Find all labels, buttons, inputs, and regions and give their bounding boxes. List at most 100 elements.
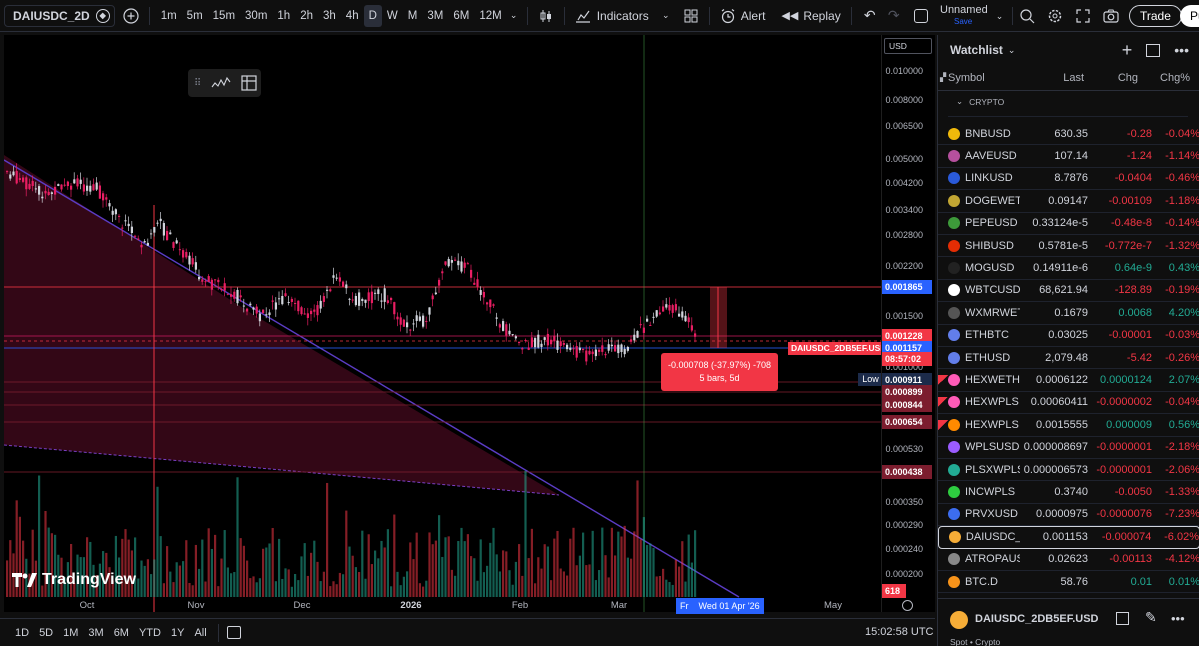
flag-marker[interactable]: [938, 235, 948, 257]
redo-icon[interactable]: ↷: [887, 7, 900, 23]
range-3m[interactable]: 3M: [88, 626, 104, 639]
flag-marker[interactable]: [938, 481, 948, 503]
watchlist-row[interactable]: DOGEWETH 0.09147 -0.00109 -1.18%: [938, 190, 1199, 213]
symbol-badge-icon[interactable]: ◆: [95, 8, 110, 23]
col-chg[interactable]: Chg: [1117, 71, 1138, 84]
watchlist-row[interactable]: AAVEUSD 107.14 -1.24 -1.14%: [938, 145, 1199, 168]
flag-marker[interactable]: [939, 526, 949, 548]
publish-button[interactable]: Pu: [1180, 5, 1199, 27]
flag-marker[interactable]: [938, 324, 948, 346]
watchlist-row[interactable]: BNBUSD 630.35 -0.28 -0.04%: [938, 123, 1199, 146]
grid-tool-icon[interactable]: [241, 75, 257, 91]
flag-marker[interactable]: [938, 571, 948, 593]
flag-marker[interactable]: [938, 123, 948, 145]
range-all[interactable]: All: [194, 626, 207, 639]
range-6m[interactable]: 6M: [113, 626, 129, 639]
price-chart[interactable]: [4, 35, 881, 612]
flag-marker[interactable]: [938, 375, 948, 386]
gear-icon[interactable]: [1043, 4, 1067, 28]
flag-marker[interactable]: [938, 419, 948, 430]
interval-2h[interactable]: 2h: [300, 9, 313, 22]
undo-icon[interactable]: ↶: [863, 7, 876, 23]
interval-3h[interactable]: 3h: [323, 9, 336, 22]
range-1m[interactable]: 1M: [63, 626, 79, 639]
watchlist-row[interactable]: WBTCUSDC 68,621.94 -128.89 -0.19%: [938, 280, 1199, 303]
chevron-down-icon[interactable]: ⌄: [661, 10, 670, 20]
chevron-down-icon[interactable]: ⌄: [995, 10, 1004, 21]
flag-marker[interactable]: [938, 436, 948, 458]
interval-4h[interactable]: 4h: [345, 9, 359, 22]
layouts-grid-icon[interactable]: [679, 4, 703, 28]
watchlist-row[interactable]: INCWPLS 0.3740 -0.0050 -1.33%: [938, 481, 1199, 504]
interval-12m[interactable]: 12M: [479, 9, 502, 22]
table-view-icon[interactable]: [1146, 43, 1161, 57]
search-icon[interactable]: [1015, 4, 1039, 28]
interval-3m[interactable]: 3M: [427, 9, 444, 22]
flag-marker[interactable]: [938, 190, 948, 212]
range-ytd[interactable]: YTD: [138, 626, 161, 639]
watchlist-row[interactable]: ETHBTC 0.03025 -0.00001 -0.03%: [938, 325, 1199, 347]
interval-15m[interactable]: 15m: [212, 9, 236, 22]
watchlist-row[interactable]: LINKUSD 8.7876 -0.0404 -0.46%: [938, 168, 1199, 191]
range-5d[interactable]: 5D: [39, 626, 54, 639]
chevron-down-icon[interactable]: ⌄: [1007, 44, 1016, 55]
layout-menu[interactable]: Unnamed Save ⌄: [914, 0, 1003, 32]
flag-marker[interactable]: [938, 347, 948, 369]
more-options-icon[interactable]: •••: [1174, 42, 1189, 58]
chart-pane[interactable]: ⠿ -0.000708 (-37.97%) -708 5 bars, 5d Lo…: [4, 35, 881, 612]
interval-5m[interactable]: 5m: [186, 9, 203, 22]
replay-button[interactable]: ◀◀ Replay: [777, 0, 844, 32]
interval-6m[interactable]: 6M: [453, 9, 470, 22]
range-1y[interactable]: 1Y: [170, 626, 185, 639]
col-last[interactable]: Last: [1063, 71, 1084, 84]
layout-checkbox-icon[interactable]: [914, 9, 928, 23]
add-symbol-icon[interactable]: +: [1121, 39, 1133, 60]
alert-button[interactable]: Alert: [716, 0, 770, 32]
watchlist-row[interactable]: WXMRWETH 0.1679 0.0068 4.20%: [938, 302, 1199, 325]
layout-grid-icon[interactable]: [1116, 612, 1129, 625]
watchlist-row[interactable]: HEXWPLS 0.00060411 -0.0000002 -0.04%: [938, 392, 1199, 415]
clock-label[interactable]: 15:02:58 UTC: [865, 626, 934, 638]
fullscreen-icon[interactable]: [1071, 4, 1095, 28]
flag-marker[interactable]: [938, 212, 948, 234]
candles-icon[interactable]: [534, 4, 558, 28]
section-crypto[interactable]: ⌄ CRYPTO: [938, 91, 1199, 112]
settings-circle-icon[interactable]: [902, 600, 913, 611]
flag-marker[interactable]: [938, 302, 948, 324]
interval-d[interactable]: D: [363, 4, 382, 27]
chevron-down-icon[interactable]: ⌄: [509, 10, 518, 20]
flag-marker[interactable]: [938, 397, 948, 408]
flag-marker[interactable]: [938, 145, 948, 167]
interval-1m[interactable]: 1m: [160, 9, 177, 22]
drawing-toolbar[interactable]: ⠿: [188, 69, 261, 97]
watchlist-row[interactable]: BTC.D 58.76 0.01 0.01%: [938, 571, 1199, 594]
watchlist-row[interactable]: ATROPAUSD 0.02623 -0.00113 -4.12%: [938, 549, 1199, 571]
flag-marker[interactable]: [938, 548, 948, 570]
currency-selector[interactable]: USD: [884, 38, 932, 54]
interval-1h[interactable]: 1h: [277, 9, 291, 22]
resize-handle-icon[interactable]: ▞: [940, 73, 947, 82]
date-range-icon[interactable]: [226, 626, 241, 639]
interval-w[interactable]: W: [386, 9, 398, 22]
watchlist-row[interactable]: PRVXUSD 0.0000975 -0.0000076 -7.23%: [938, 504, 1199, 527]
watchlist-row[interactable]: HEXWPLS 0.0015555 0.000009 0.56%: [938, 414, 1199, 437]
watchlist-row[interactable]: DAIUSDC_ 0.001153 -0.000074 -6.02%: [938, 526, 1199, 549]
flag-marker[interactable]: [938, 168, 948, 190]
pattern-tool-icon[interactable]: [211, 76, 231, 90]
watchlist-row[interactable]: PEPEUSD 0.33124e-5 -0.48e-8 -0.14%: [938, 213, 1199, 235]
watchlist-title[interactable]: Watchlist: [950, 43, 1003, 57]
flag-marker[interactable]: [938, 280, 948, 302]
more-options-icon[interactable]: •••: [1171, 611, 1185, 626]
add-symbol-icon[interactable]: [119, 4, 143, 28]
indicators-button[interactable]: Indicators: [571, 0, 653, 32]
watchlist-row[interactable]: WPLSUSD 0.000008697 -0.0000001 -2.18%: [938, 437, 1199, 459]
watchlist-row[interactable]: HEXWETH 0.0006122 0.0000124 2.07%: [938, 369, 1199, 392]
interval-m[interactable]: M: [407, 9, 418, 22]
col-chgp[interactable]: Chg%: [1160, 71, 1190, 84]
range-1d[interactable]: 1D: [15, 626, 30, 639]
flag-marker[interactable]: [938, 257, 948, 279]
flag-marker[interactable]: [938, 504, 948, 526]
col-symbol[interactable]: Symbol: [948, 71, 985, 84]
price-axis[interactable]: USD 0.010000 0.008000 0.006500 0.005000 0.00…: [881, 35, 935, 612]
camera-icon[interactable]: [1099, 4, 1123, 28]
